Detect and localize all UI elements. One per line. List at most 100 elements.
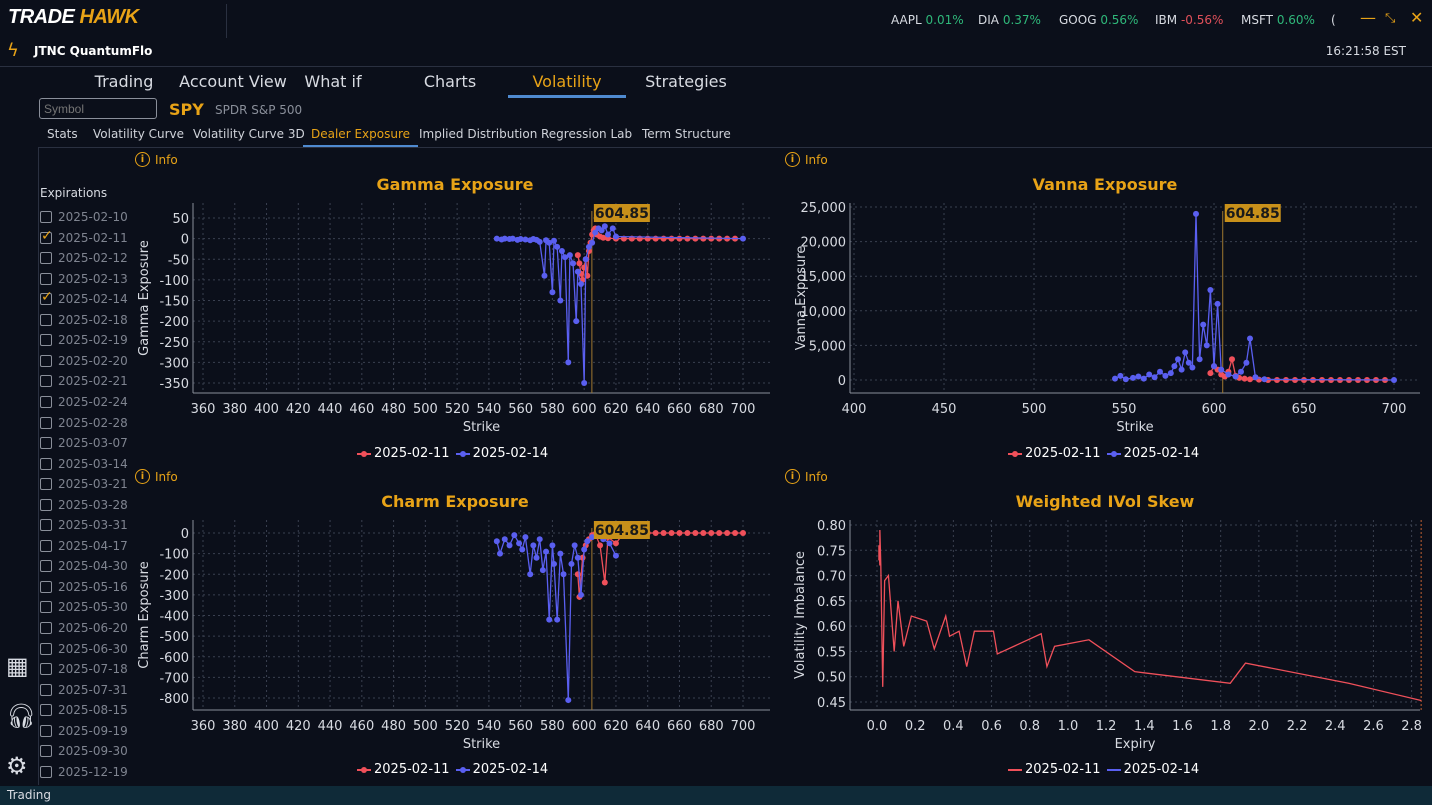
checkbox[interactable] [40,211,52,223]
expiration-checkbox[interactable]: 2025-03-31 [40,518,128,532]
checkbox[interactable] [40,228,53,244]
expiration-checkbox[interactable]: 2025-02-28 [40,416,128,430]
checkbox[interactable] [40,683,52,696]
ticker-item[interactable]: GOOG 0.56% [1059,13,1138,27]
checkbox[interactable] [40,580,52,593]
checkbox[interactable] [40,642,52,655]
data-point [509,235,516,242]
expiration-checkbox[interactable]: 2025-02-18 [40,313,128,327]
expiration-checkbox[interactable]: 2025-08-15 [40,703,128,717]
divider [226,4,227,38]
close-icon[interactable]: ✕ [1410,8,1424,27]
expiration-checkbox[interactable]: 2025-05-30 [40,600,128,614]
checkbox[interactable] [40,334,52,347]
checkbox[interactable] [40,724,52,737]
data-point [597,542,604,549]
expiration-checkbox[interactable]: 2025-03-07 [40,436,128,450]
checkbox[interactable] [40,622,52,634]
legend-item[interactable]: 2025-02-11 [357,762,450,777]
checkbox[interactable] [40,416,52,429]
ticker-item[interactable]: IBM -0.56% [1155,13,1223,27]
subtab-volatility-curve[interactable]: Volatility Curve [93,127,185,141]
expiration-checkbox[interactable]: 2025-09-19 [40,724,128,738]
expiration-checkbox[interactable]: 2025-02-20 [40,354,128,368]
expiration-checkbox[interactable]: 2025-07-18 [40,662,128,676]
checkbox[interactable] [40,601,52,614]
legend-item[interactable]: 2025-02-11 [1008,446,1101,461]
minimize-icon[interactable]: — [1360,8,1376,27]
expiration-checkbox[interactable]: 2025-09-30 [40,744,128,758]
info-button[interactable]: i Info [785,469,828,484]
info-button[interactable]: i Info [135,152,178,167]
info-button[interactable]: i Info [135,469,178,484]
checkbox[interactable] [40,252,52,265]
expiration-checkbox[interactable]: 2025-05-16 [40,580,128,594]
legend-item[interactable]: 2025-02-14 [455,446,548,461]
legend-item[interactable]: 2025-02-11 [1008,762,1101,777]
checkbox[interactable] [40,272,52,285]
tab-account-view[interactable]: Account View [179,72,287,91]
checkbox[interactable] [40,663,52,676]
expiration-checkbox[interactable]: 2025-07-31 [40,683,128,697]
settings-icon[interactable]: ⚙ [6,752,28,780]
checkbox[interactable] [40,560,52,573]
expiration-checkbox[interactable]: 2025-04-17 [40,539,128,553]
subtab-implied-distribution[interactable]: Implied Distribution [419,127,538,141]
tab-volatility[interactable]: Volatility [508,72,626,98]
subtab-term-structure[interactable]: Term Structure [642,127,731,141]
legend-item[interactable]: 2025-02-14 [1106,762,1199,777]
expiration-checkbox[interactable]: 2025-02-11 [40,228,128,245]
expiration-checkbox[interactable]: 2025-02-13 [40,272,128,286]
ticker-item[interactable]: MSFT 0.60% [1241,13,1315,27]
ticker-item[interactable]: AAPL 0.01% [891,13,964,27]
checkbox[interactable] [40,313,52,326]
expiration-checkbox[interactable]: 2025-03-14 [40,457,128,471]
tab-trading[interactable]: Trading [94,72,154,91]
restore-icon[interactable]: ⤡ [1385,11,1396,26]
subtab-volatility-curve-3d[interactable]: Volatility Curve 3D [193,127,305,141]
checkbox[interactable] [40,457,52,470]
tab-charts[interactable]: Charts [423,72,477,91]
checkbox[interactable] [40,354,52,367]
grid-icon[interactable]: ▦ [6,652,29,680]
ticker-item[interactable]: ( [1331,13,1336,27]
legend-item[interactable]: 2025-02-11 [357,446,450,461]
data-point [527,571,534,578]
expiration-checkbox[interactable]: 2025-02-24 [40,395,128,409]
checkbox[interactable] [40,765,52,778]
expiration-checkbox[interactable]: 2025-03-21 [40,477,128,491]
legend-item[interactable]: 2025-02-14 [455,762,548,777]
data-point [676,235,683,242]
checkbox[interactable] [40,375,52,388]
expiration-checkbox[interactable]: 2025-04-30 [40,559,128,573]
checkbox[interactable] [40,289,53,306]
headset-icon[interactable]: 🎧︎ [6,702,37,730]
checkbox[interactable] [40,395,52,408]
checkbox[interactable] [40,437,52,450]
checkbox[interactable] [40,498,52,511]
ticker-item[interactable]: DIA 0.37% [978,13,1041,27]
tab-strategies[interactable]: Strategies [645,72,727,91]
expiration-checkbox[interactable]: 2025-02-14 [40,289,128,306]
expiration-checkbox[interactable]: 2025-02-12 [40,251,128,265]
checkbox[interactable] [40,745,52,758]
expiration-checkbox[interactable]: 2025-02-21 [40,374,128,388]
expiration-checkbox[interactable]: 2025-06-30 [40,642,128,656]
checkbox[interactable] [40,539,52,552]
checkbox[interactable] [40,478,52,491]
info-button[interactable]: i Info [785,152,828,167]
tab-what-if[interactable]: What if [304,72,362,91]
expiration-checkbox[interactable]: 2025-03-28 [40,498,128,512]
checkbox[interactable] [40,704,52,717]
subtab-regression-lab[interactable]: Regression Lab [541,127,633,141]
expiration-checkbox[interactable]: 2025-06-20 [40,621,128,635]
data-point [605,231,611,238]
expiration-checkbox[interactable]: 2025-02-19 [40,333,128,347]
subtab-dealer-exposure[interactable]: Dealer Exposure [303,127,418,148]
expiration-checkbox[interactable]: 2025-02-10 [40,210,128,224]
subtab-stats[interactable]: Stats [47,127,78,141]
symbol-input[interactable] [39,98,157,119]
checkbox[interactable] [40,519,52,532]
legend-item[interactable]: 2025-02-14 [1106,446,1199,461]
expiration-checkbox[interactable]: 2025-12-19 [40,765,128,779]
